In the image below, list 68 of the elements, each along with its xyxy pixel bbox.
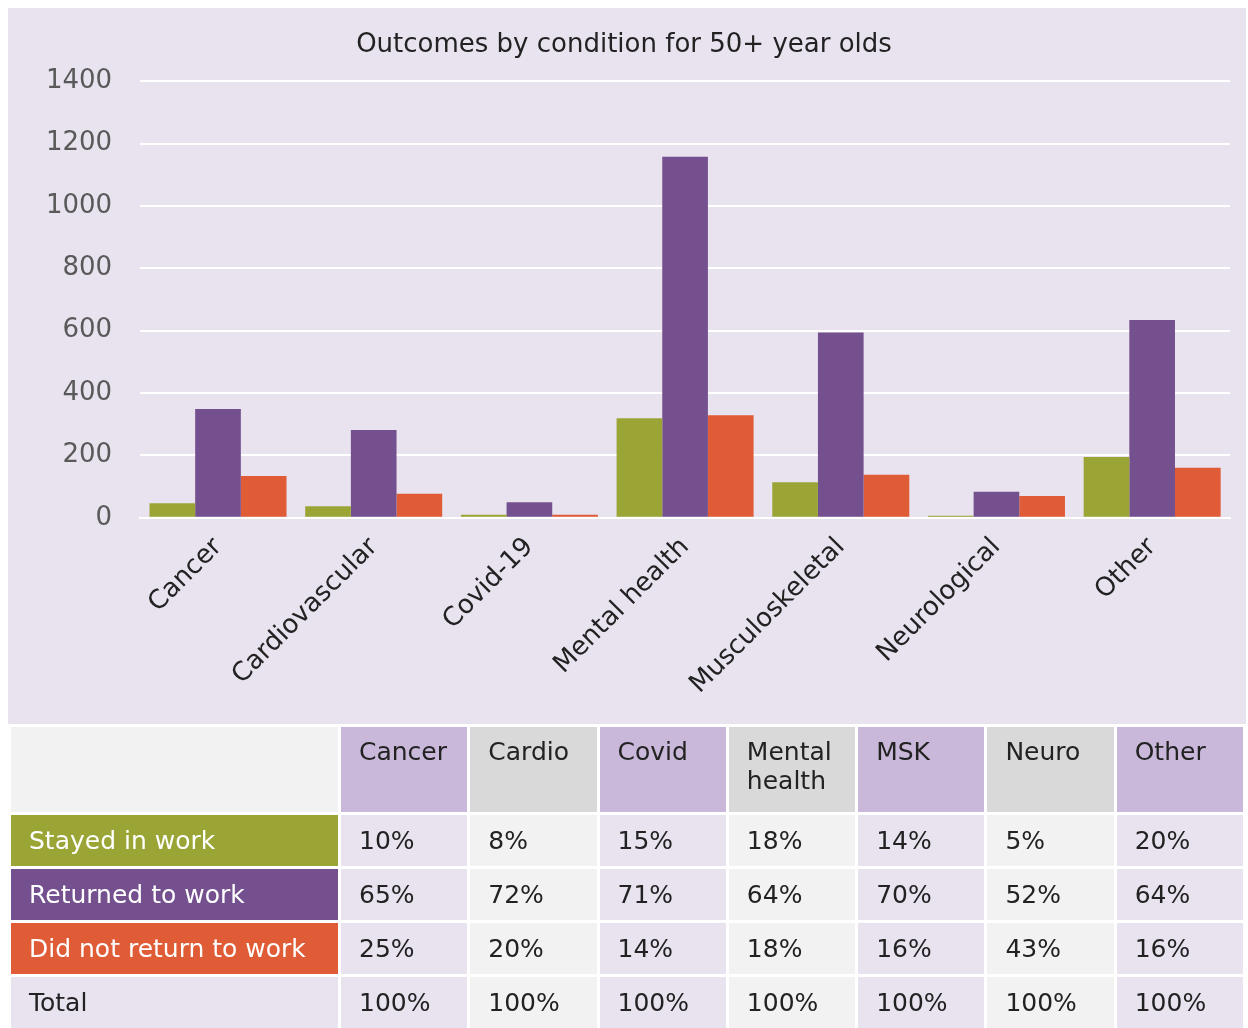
data-label: 14% [856, 813, 986, 868]
category-label: Cardio [468, 725, 599, 814]
bar [616, 418, 663, 517]
data-label: 14% [598, 921, 728, 976]
bar [149, 503, 196, 517]
data-label: 64% [727, 867, 857, 922]
data-label: 64% [1115, 867, 1245, 922]
bar [772, 482, 818, 517]
category-label: MSK [856, 725, 986, 814]
data-label: 71% [598, 867, 728, 922]
data-label: 65% [339, 867, 469, 922]
y-tick-label: 1400 [46, 63, 113, 94]
category-label: Covid [598, 725, 728, 814]
y-tick-label: 1000 [46, 188, 113, 219]
data-label: 20% [1115, 813, 1245, 868]
bar [396, 493, 443, 517]
bar [662, 156, 708, 517]
text: Stayed in work [9, 813, 340, 868]
text: Returned to work [9, 867, 340, 922]
data-label: 15% [598, 813, 728, 868]
data-label: 100% [985, 975, 1116, 1028]
y-tick-label: 0 [95, 500, 113, 531]
data-label: 25% [339, 921, 469, 976]
bar [817, 332, 864, 517]
data-label: 72% [468, 867, 599, 922]
data-label: 16% [1115, 921, 1245, 976]
bar [195, 409, 241, 517]
category-label: Neuro [985, 725, 1116, 814]
bar [1083, 457, 1130, 517]
data-label: 20% [468, 921, 599, 976]
bar [460, 514, 507, 517]
bar [305, 506, 351, 517]
bar [973, 491, 1020, 517]
data-label: 100% [598, 975, 728, 1028]
text: Total [9, 975, 340, 1028]
data-label: 100% [856, 975, 986, 1028]
category-label: Other [1115, 725, 1245, 814]
bar [1174, 467, 1221, 517]
bar [350, 429, 397, 517]
data-label: 16% [856, 921, 986, 976]
category-label: Cancer [339, 725, 469, 814]
data-label: 52% [985, 867, 1116, 922]
data-label: 100% [1115, 975, 1245, 1028]
series-label: Did not return to work [9, 921, 340, 976]
y-tick-label: 600 [62, 313, 113, 344]
bar [506, 502, 553, 517]
data-label: 43% [985, 921, 1116, 976]
data-label: 100% [468, 975, 599, 1028]
data-label: 5% [985, 813, 1116, 868]
y-tick-label: 1200 [46, 126, 113, 157]
data-label: 100% [339, 975, 469, 1028]
data-label: 18% [727, 921, 857, 976]
category-label: Mental health [727, 725, 857, 814]
y-tick-label: 800 [62, 251, 113, 282]
y-tick-label: 200 [62, 438, 113, 469]
bar [552, 514, 598, 517]
bar [1129, 320, 1175, 517]
data-label: 8% [468, 813, 599, 868]
bar [863, 474, 910, 517]
bar [707, 415, 754, 517]
bar [240, 476, 287, 517]
data-label: 100% [727, 975, 857, 1028]
data-label: 18% [727, 813, 857, 868]
chart-title: Outcomes by condition for 50+ year olds [356, 28, 892, 59]
data-label: 70% [856, 867, 986, 922]
bar [1019, 496, 1065, 517]
y-tick-label: 400 [62, 375, 113, 406]
data-label: 10% [339, 813, 469, 868]
